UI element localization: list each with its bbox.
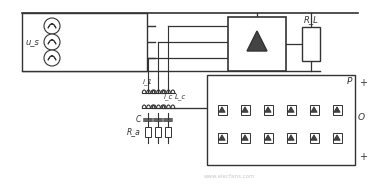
Bar xyxy=(217,133,226,143)
Text: L_c: L_c xyxy=(174,93,186,100)
Bar xyxy=(228,17,286,71)
Bar xyxy=(287,105,296,115)
Text: R_L: R_L xyxy=(304,15,318,24)
Circle shape xyxy=(44,50,60,66)
Polygon shape xyxy=(311,107,317,112)
Polygon shape xyxy=(242,135,248,140)
Polygon shape xyxy=(334,135,340,140)
Bar xyxy=(333,105,341,115)
Polygon shape xyxy=(288,135,294,140)
Bar xyxy=(22,13,147,71)
Polygon shape xyxy=(219,107,225,112)
Polygon shape xyxy=(265,135,271,140)
Text: O: O xyxy=(358,113,365,123)
Polygon shape xyxy=(247,31,267,51)
Text: R_a: R_a xyxy=(127,128,141,136)
Bar xyxy=(302,27,320,61)
Polygon shape xyxy=(311,135,317,140)
Polygon shape xyxy=(334,107,340,112)
Polygon shape xyxy=(288,107,294,112)
Text: www.elecfans.com: www.elecfans.com xyxy=(204,174,256,179)
Bar xyxy=(240,105,249,115)
Bar xyxy=(310,133,319,143)
Bar xyxy=(155,127,161,137)
Text: C: C xyxy=(136,115,141,124)
Bar xyxy=(145,127,151,137)
Bar xyxy=(310,105,319,115)
Text: i_c: i_c xyxy=(163,93,173,100)
Text: +: + xyxy=(359,152,367,162)
Bar xyxy=(263,133,273,143)
Circle shape xyxy=(44,34,60,50)
Bar xyxy=(207,75,355,165)
Polygon shape xyxy=(242,107,248,112)
Text: u_s: u_s xyxy=(26,37,40,47)
Bar xyxy=(217,105,226,115)
Text: P: P xyxy=(347,77,352,86)
Bar xyxy=(287,133,296,143)
Bar xyxy=(165,127,171,137)
Text: i_1: i_1 xyxy=(143,78,153,85)
Bar xyxy=(240,133,249,143)
Polygon shape xyxy=(265,107,271,112)
Text: +: + xyxy=(359,78,367,88)
Bar xyxy=(333,133,341,143)
Circle shape xyxy=(44,18,60,34)
Polygon shape xyxy=(219,135,225,140)
Bar xyxy=(263,105,273,115)
